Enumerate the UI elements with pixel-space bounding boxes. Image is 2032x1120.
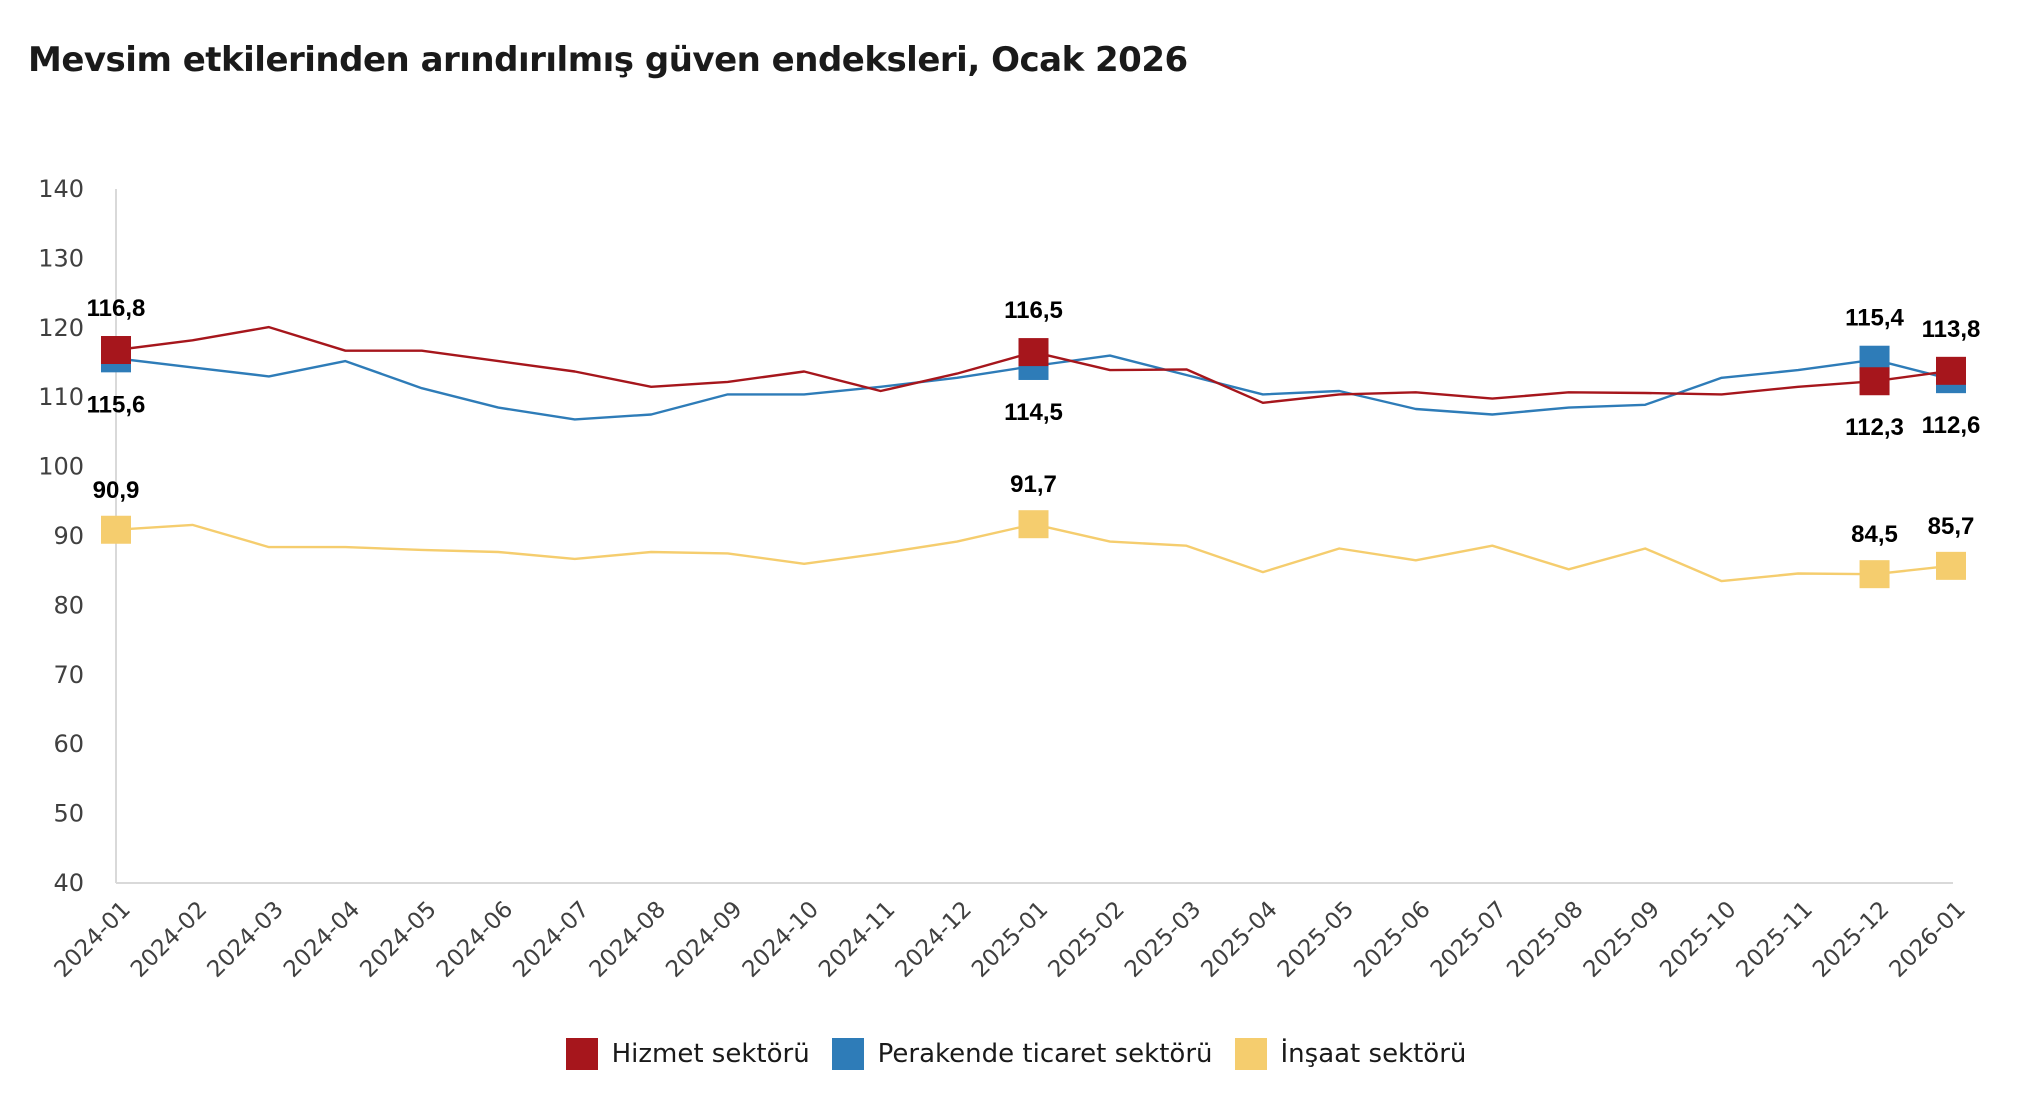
x-tick-label: 2025-03 xyxy=(1120,897,1206,983)
data-point-marker[interactable] xyxy=(1936,551,1966,580)
x-tick-label: 2025-01 xyxy=(967,897,1053,983)
data-label: 115,4 xyxy=(1845,305,1904,332)
data-point-marker[interactable] xyxy=(1936,356,1966,385)
y-tick-label: 100 xyxy=(38,453,84,481)
x-tick-label: 2025-10 xyxy=(1655,897,1741,983)
x-tick-label: 2024-08 xyxy=(585,897,671,983)
x-axis: 2024-012024-022024-032024-042024-052024-… xyxy=(50,882,1971,983)
data-label: 90,9 xyxy=(93,477,140,504)
x-tick-label: 2024-01 xyxy=(50,897,136,983)
data-label: 112,6 xyxy=(1922,412,1981,439)
x-tick-label: 2025-05 xyxy=(1273,897,1359,983)
x-tick-label: 2024-06 xyxy=(432,897,518,983)
data-point-marker[interactable] xyxy=(101,336,131,365)
data-label: 116,5 xyxy=(1004,297,1063,324)
x-tick-label: 2025-11 xyxy=(1732,897,1818,983)
y-tick-label: 60 xyxy=(53,730,84,758)
x-tick-label: 2025-07 xyxy=(1426,897,1512,983)
legend-swatch-insaat xyxy=(1234,1038,1267,1070)
y-tick-label: 120 xyxy=(38,314,84,342)
x-tick-label: 2024-09 xyxy=(661,897,747,983)
legend-item-hizmet[interactable]: Hizmet sektörü xyxy=(565,1038,810,1070)
data-labels: 116,8 116,5 112,3 113,8 115,6 114,5 115,4 112,6… xyxy=(87,295,1981,548)
legend-item-perakende[interactable]: Perakende ticaret sektörü xyxy=(831,1038,1213,1070)
y-axis: 140 130 120 110 100 90 80 70 60 50 40 xyxy=(38,175,117,897)
x-tick-label: 2025-04 xyxy=(1196,897,1282,983)
data-label: 115,6 xyxy=(87,391,146,418)
x-tick-label: 2024-10 xyxy=(738,897,824,983)
data-label: 114,5 xyxy=(1004,399,1063,426)
data-point-marker[interactable] xyxy=(1018,510,1049,539)
y-tick-label: 90 xyxy=(53,522,84,550)
y-tick-label: 70 xyxy=(53,661,84,689)
legend-label-hizmet: Hizmet sektörü xyxy=(611,1039,810,1069)
x-tick-label: 2024-03 xyxy=(202,897,288,983)
x-tick-label: 2024-02 xyxy=(126,897,212,983)
y-tick-label: 80 xyxy=(53,591,84,619)
chart-title: Mevsim etkilerinden arındırılmış güven e… xyxy=(28,40,1188,80)
data-label: 116,8 xyxy=(87,295,146,322)
legend: Hizmet sektörü Perakende ticaret sektörü… xyxy=(0,1038,2032,1070)
series-markers xyxy=(101,336,1966,589)
data-label: 84,5 xyxy=(1851,521,1898,548)
y-tick-label: 40 xyxy=(53,869,84,897)
x-tick-label: 2025-02 xyxy=(1044,897,1130,983)
y-tick-label: 110 xyxy=(38,383,84,411)
x-tick-label: 2024-04 xyxy=(279,897,365,983)
x-tick-label: 2025-06 xyxy=(1349,897,1435,983)
x-tick-label: 2024-07 xyxy=(508,897,594,983)
legend-item-insaat[interactable]: İnşaat sektörü xyxy=(1234,1038,1467,1070)
x-tick-label: 2024-12 xyxy=(891,897,977,983)
x-tick-label: 2024-11 xyxy=(814,897,900,983)
x-tick-label: 2025-08 xyxy=(1502,897,1588,983)
data-point-marker[interactable] xyxy=(1018,338,1049,367)
legend-swatch-perakende xyxy=(831,1038,864,1070)
data-point-marker[interactable] xyxy=(1859,560,1890,589)
x-tick-label: 2024-05 xyxy=(355,897,441,983)
legend-label-perakende: Perakende ticaret sektörü xyxy=(877,1039,1213,1069)
x-tick-label: 2026-01 xyxy=(1885,897,1971,983)
data-label: 113,8 xyxy=(1922,316,1981,343)
x-tick-label: 2025-09 xyxy=(1579,897,1665,983)
legend-label-insaat: İnşaat sektörü xyxy=(1280,1039,1467,1069)
data-point-marker[interactable] xyxy=(1859,367,1890,396)
y-tick-label: 140 xyxy=(38,175,84,203)
y-tick-label: 130 xyxy=(38,244,84,272)
y-tick-label: 50 xyxy=(53,800,84,828)
x-tick-label: 2025-12 xyxy=(1808,897,1894,983)
legend-swatch-hizmet xyxy=(565,1038,598,1070)
data-label: 91,7 xyxy=(1010,471,1057,498)
data-label: 85,7 xyxy=(1928,513,1975,540)
data-label: 112,3 xyxy=(1845,414,1904,441)
data-point-marker[interactable] xyxy=(101,515,131,544)
